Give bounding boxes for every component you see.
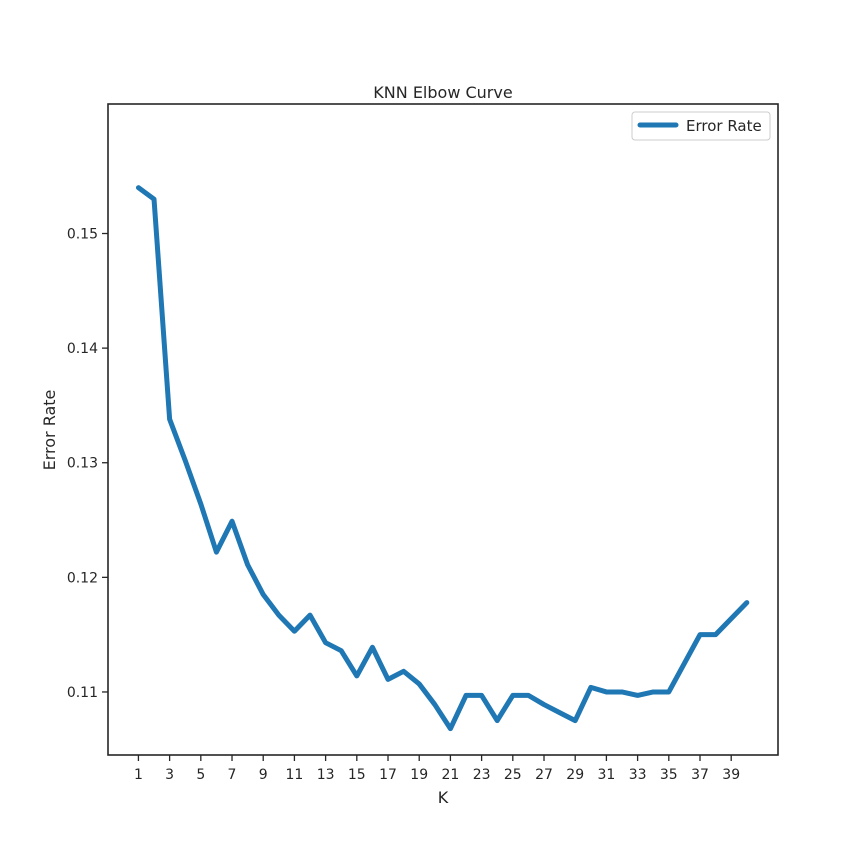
x-tick-label: 27	[535, 767, 553, 783]
x-tick-label: 15	[348, 767, 366, 783]
x-tick-label: 31	[597, 767, 615, 783]
x-tick-label: 11	[286, 767, 304, 783]
chart-title: KNN Elbow Curve	[373, 83, 512, 102]
y-tick-label: 0.11	[67, 685, 98, 701]
legend: Error Rate	[631, 111, 771, 141]
plot-frame	[107, 103, 779, 756]
series-line-error-rate	[135, 185, 750, 732]
x-tick-label: 17	[379, 767, 397, 783]
x-tick-label: 39	[722, 767, 740, 783]
x-tick-label: 3	[165, 767, 174, 783]
x-tick-label: 33	[629, 767, 647, 783]
y-axis-ticks: 0.11 0.12 0.13 0.14 0.15	[67, 227, 108, 701]
x-axis-ticks: 1 3 5 7 9 11 13 15 17 19 21 23 25 27 29 31 33 35 37 39	[134, 755, 740, 783]
legend-label: Error Rate	[686, 117, 762, 135]
y-tick-label: 0.12	[67, 570, 98, 586]
x-tick-label: 21	[441, 767, 459, 783]
x-tick-label: 13	[317, 767, 335, 783]
y-tick-label: 0.14	[67, 341, 98, 357]
x-tick-label: 25	[504, 767, 522, 783]
y-axis-label: Error Rate	[40, 390, 59, 471]
x-tick-label: 29	[566, 767, 584, 783]
legend-box	[631, 111, 771, 141]
plot-area	[135, 185, 750, 732]
x-axis-label: K	[438, 788, 449, 807]
x-tick-label: 5	[196, 767, 205, 783]
y-tick-label: 0.13	[67, 456, 98, 472]
x-tick-label: 19	[410, 767, 428, 783]
x-tick-label: 35	[660, 767, 678, 783]
x-tick-label: 9	[259, 767, 268, 783]
x-tick-label: 7	[228, 767, 237, 783]
y-tick-label: 0.15	[67, 227, 98, 243]
x-tick-label: 37	[691, 767, 709, 783]
x-tick-label: 23	[473, 767, 491, 783]
x-tick-label: 1	[134, 767, 143, 783]
